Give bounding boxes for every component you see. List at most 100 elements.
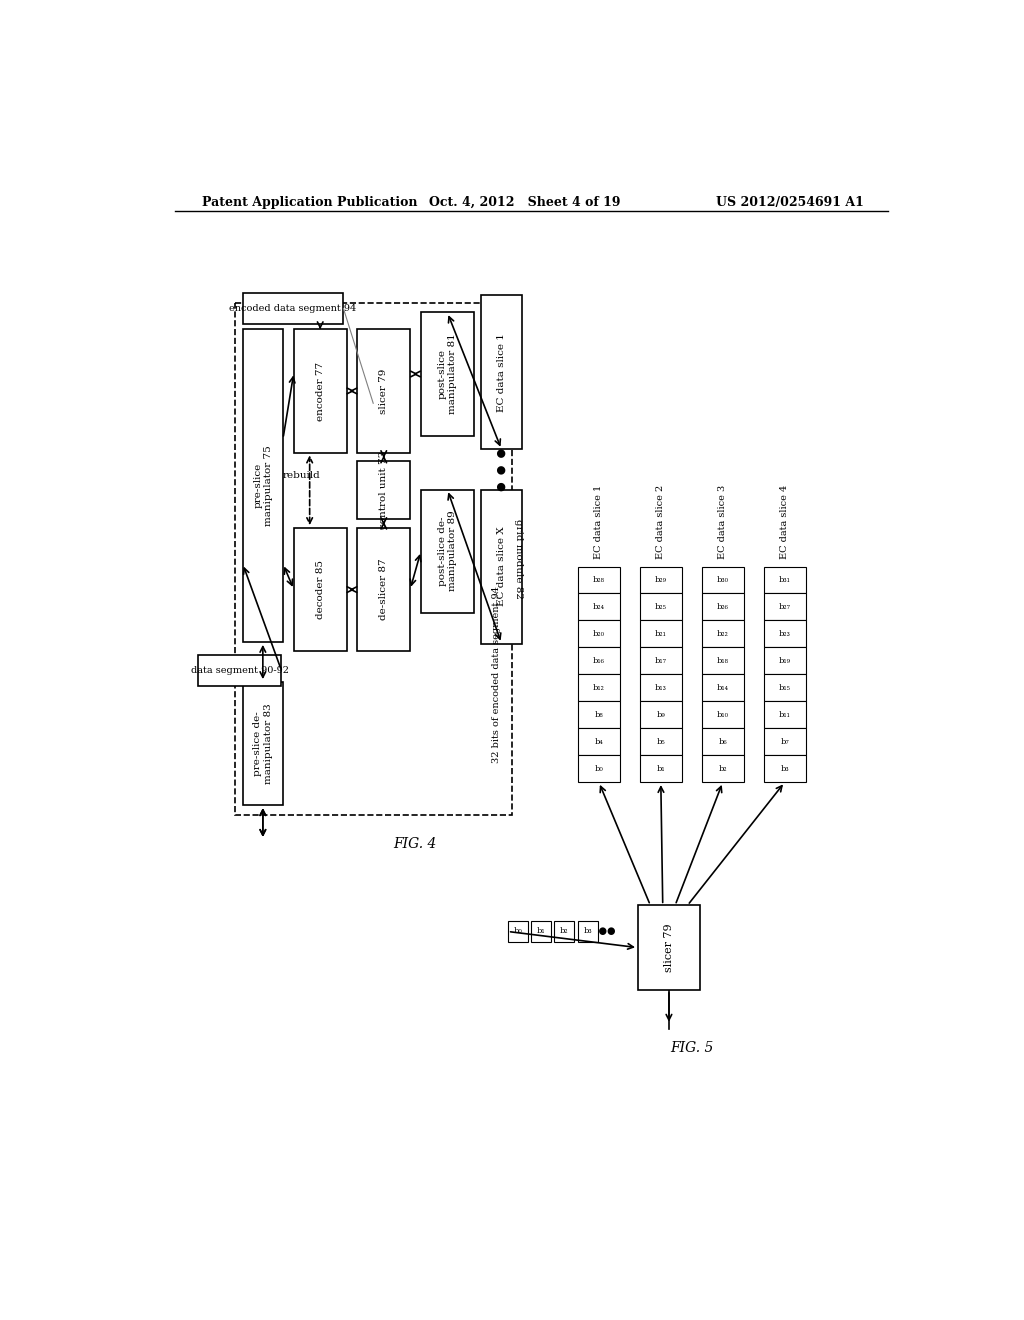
Text: b₁₉: b₁₉: [779, 657, 791, 665]
Text: encoded data segment 94: encoded data segment 94: [229, 304, 356, 313]
Bar: [701, 675, 744, 701]
Text: post-slice de-
manipulator 89: post-slice de- manipulator 89: [437, 511, 457, 591]
Bar: [640, 566, 682, 594]
Text: data segment 90-92: data segment 90-92: [190, 667, 289, 675]
Text: EC data slice 1: EC data slice 1: [497, 333, 506, 412]
Text: b₄: b₄: [595, 738, 603, 746]
Bar: [294, 528, 346, 651]
Bar: [640, 701, 682, 729]
Text: de-slicer 87: de-slicer 87: [379, 558, 388, 620]
Bar: [243, 293, 343, 323]
Bar: [764, 647, 806, 675]
Text: b₁₅: b₁₅: [779, 684, 791, 692]
Text: b₀: b₀: [513, 928, 522, 936]
Bar: [578, 675, 621, 701]
Bar: [578, 755, 621, 781]
Text: b₁₀: b₁₀: [717, 710, 729, 718]
Text: b₆: b₆: [719, 738, 727, 746]
Text: rebuild: rebuild: [283, 471, 321, 480]
Text: b₈: b₈: [595, 710, 603, 718]
Text: b₁₃: b₁₃: [655, 684, 667, 692]
Bar: [357, 528, 410, 651]
Text: FIG. 5: FIG. 5: [671, 1040, 714, 1055]
Bar: [578, 566, 621, 594]
Bar: [640, 594, 682, 620]
Text: b₂₃: b₂₃: [779, 630, 791, 638]
Bar: [764, 594, 806, 620]
Bar: [764, 729, 806, 755]
Bar: [701, 594, 744, 620]
Bar: [640, 729, 682, 755]
Text: b₂₄: b₂₄: [593, 603, 605, 611]
Bar: [640, 620, 682, 647]
Text: encoder 77: encoder 77: [315, 362, 325, 421]
Text: EC data slice 4: EC data slice 4: [780, 484, 790, 558]
Bar: [764, 675, 806, 701]
Bar: [578, 729, 621, 755]
Bar: [554, 921, 574, 942]
Text: EC data slice 2: EC data slice 2: [656, 484, 666, 558]
Text: Patent Application Publication: Patent Application Publication: [202, 195, 417, 209]
Text: b₁₈: b₁₈: [717, 657, 729, 665]
Bar: [701, 729, 744, 755]
Bar: [701, 701, 744, 729]
Text: b₂₂: b₂₂: [717, 630, 729, 638]
Text: b₂₅: b₂₅: [654, 603, 667, 611]
Text: b₃: b₃: [584, 928, 592, 936]
Bar: [578, 594, 621, 620]
Text: EC data slice X: EC data slice X: [497, 527, 506, 606]
Text: b₃: b₃: [780, 764, 790, 772]
Bar: [578, 921, 598, 942]
Text: b₃₀: b₃₀: [717, 576, 729, 583]
Text: b₁₆: b₁₆: [593, 657, 605, 665]
Bar: [508, 921, 528, 942]
Bar: [701, 620, 744, 647]
Bar: [421, 490, 474, 612]
Text: b₉: b₉: [656, 710, 666, 718]
Text: b₁₂: b₁₂: [593, 684, 605, 692]
Text: pre-slice
manipulator 75: pre-slice manipulator 75: [253, 445, 272, 527]
Bar: [578, 647, 621, 675]
Text: grid module 82: grid module 82: [514, 519, 523, 599]
Bar: [294, 330, 346, 453]
Bar: [701, 566, 744, 594]
Bar: [481, 490, 521, 644]
Bar: [701, 647, 744, 675]
Bar: [234, 304, 512, 816]
Text: b₇: b₇: [780, 738, 790, 746]
Text: b₁: b₁: [656, 764, 666, 772]
Text: b₁: b₁: [537, 928, 546, 936]
Bar: [357, 461, 410, 519]
Text: ●●●: ●●●: [590, 927, 615, 936]
Bar: [764, 620, 806, 647]
Text: slicer 79: slicer 79: [379, 368, 388, 413]
Text: b₁₇: b₁₇: [654, 657, 667, 665]
Text: b₂₇: b₂₇: [779, 603, 791, 611]
Bar: [243, 682, 283, 805]
Text: b₁₁: b₁₁: [779, 710, 791, 718]
Text: b₂₉: b₂₉: [654, 576, 667, 583]
Text: post-slice
manipulator 81: post-slice manipulator 81: [437, 334, 457, 414]
Text: b₂₀: b₂₀: [593, 630, 605, 638]
Bar: [198, 655, 282, 686]
Bar: [640, 675, 682, 701]
Text: EC data slice 1: EC data slice 1: [594, 484, 603, 558]
Bar: [357, 330, 410, 453]
Bar: [578, 620, 621, 647]
Bar: [701, 755, 744, 781]
Text: EC data slice 3: EC data slice 3: [718, 484, 727, 558]
Text: ●  ●  ●: ● ● ●: [497, 447, 507, 491]
Text: b₂₆: b₂₆: [717, 603, 729, 611]
Text: b₃₁: b₃₁: [779, 576, 791, 583]
Bar: [421, 313, 474, 436]
Text: b₅: b₅: [656, 738, 666, 746]
Bar: [243, 330, 283, 642]
Bar: [640, 755, 682, 781]
Text: b₂: b₂: [560, 928, 568, 936]
Bar: [578, 701, 621, 729]
Bar: [764, 566, 806, 594]
Text: 32 bits of encoded data segment 94: 32 bits of encoded data segment 94: [492, 586, 501, 763]
Text: decoder 85: decoder 85: [315, 560, 325, 619]
Text: control unit 73: control unit 73: [379, 450, 388, 529]
Text: b₂: b₂: [719, 764, 727, 772]
